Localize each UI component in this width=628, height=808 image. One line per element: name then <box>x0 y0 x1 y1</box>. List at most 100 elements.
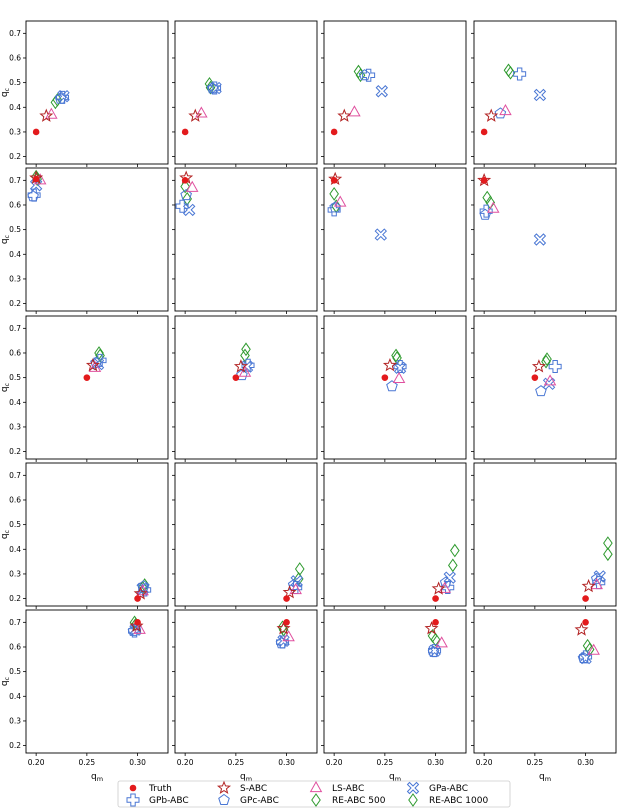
x-tick-label: 0.20 <box>326 758 343 767</box>
ls-point <box>185 180 199 192</box>
gpc-point <box>577 651 590 664</box>
truth-point <box>480 177 488 184</box>
gpb-point <box>362 68 376 82</box>
panel-frame <box>174 609 318 754</box>
gpc-point <box>358 69 371 81</box>
sabc-point <box>574 622 589 636</box>
ls-point <box>487 201 500 213</box>
sabc-point <box>188 108 203 122</box>
panel-frame <box>323 20 467 165</box>
gpa-point <box>182 203 196 217</box>
y-tick-label: 0.6 <box>9 54 21 63</box>
panel-frame <box>25 315 169 460</box>
sabc-point <box>337 108 352 122</box>
legend-entry-gpa: GPa-ABC <box>406 781 468 795</box>
x-tick-label: 0.20 <box>28 758 45 767</box>
re1000-point <box>505 65 516 80</box>
re500-point <box>391 348 401 363</box>
y-tick-label: 0.6 <box>9 349 21 358</box>
gpc-point <box>386 380 398 392</box>
gpc-point <box>535 385 547 397</box>
x-axis-label: qm <box>539 772 551 783</box>
y-tick-label: 0.5 <box>9 78 21 87</box>
gpc-point <box>27 190 39 202</box>
panel-frame <box>473 315 617 460</box>
gpc-point <box>329 201 341 213</box>
panel-r0-c1 <box>172 20 318 167</box>
x-tick-label: 0.30 <box>129 758 146 767</box>
truth-point <box>134 619 141 626</box>
y-tick-label: 0.7 <box>9 29 21 38</box>
sabc-point <box>233 359 248 373</box>
legend-entry-ls: LS-ABC <box>309 780 364 794</box>
legend-label: Truth <box>148 784 172 794</box>
x-tick-label: 0.20 <box>177 758 194 767</box>
panel-r0-c0: 0.2 0.3 0.4 0.5 0.6 0.7 qc <box>0 20 169 167</box>
y-axis-label: qc <box>0 87 11 97</box>
gpc-point <box>287 578 300 590</box>
gpb-point <box>479 204 493 218</box>
gpc-point <box>494 107 507 119</box>
y-tick-label: 0.3 <box>9 423 21 432</box>
legend-label: RE-ABC 500 <box>332 796 386 806</box>
panel-r4-c2: 0.20 0.25 0.30 qm <box>321 609 467 783</box>
truth-point <box>32 175 40 183</box>
gpa-point <box>393 361 407 374</box>
gpa-point <box>428 644 441 657</box>
ls-point <box>289 582 302 595</box>
ls-point <box>590 578 603 590</box>
panel-r1-c0: 0.2 0.3 0.4 0.5 0.6 0.7 qc <box>0 167 169 314</box>
truth-point <box>232 374 240 381</box>
truth-point <box>531 374 539 381</box>
sabc-point <box>382 357 397 372</box>
ls-point <box>238 365 252 377</box>
truth-point <box>283 619 290 626</box>
legend-label: GPb-ABC <box>149 796 189 806</box>
gpa-point <box>374 228 388 241</box>
truth-point <box>582 595 589 602</box>
sabc-point <box>484 108 499 122</box>
gpc-point <box>236 369 248 381</box>
y-tick-label: 0.5 <box>9 667 21 676</box>
ls-point <box>392 371 406 383</box>
x-tick-label: 0.25 <box>527 758 544 767</box>
re1000-point <box>430 632 441 647</box>
y-tick-label: 0.6 <box>9 643 21 652</box>
legend-marker-re1000 <box>408 793 418 807</box>
panel-r3-c3 <box>471 462 617 609</box>
y-tick-label: 0.3 <box>9 570 21 579</box>
panel-r3-c0: 0.2 0.3 0.4 0.5 0.6 0.7 qc <box>0 462 169 609</box>
y-tick-label: 0.2 <box>9 741 21 750</box>
truth-point <box>330 128 338 136</box>
re1000-point <box>205 80 216 95</box>
legend-marker-gpb <box>126 793 140 807</box>
legend-marker-re500 <box>311 793 321 807</box>
ls-point <box>195 106 208 118</box>
ls-point <box>88 360 102 372</box>
truth-point <box>432 595 439 602</box>
ls-point <box>282 630 295 642</box>
re1000-point <box>240 348 250 363</box>
gpb-point <box>56 90 70 104</box>
panel-frame <box>323 315 467 460</box>
gpc-point <box>54 92 67 104</box>
gpb-point <box>513 67 527 81</box>
legend-entry-re500: RE-ABC 500 <box>311 793 386 807</box>
sabc-point <box>424 621 439 635</box>
x-axis-label: qm <box>240 772 252 783</box>
y-tick-label: 0.2 <box>9 447 21 456</box>
y-axis-label: qc <box>0 529 11 539</box>
truth-point <box>480 128 488 136</box>
legend: Truth GPb-ABC S-ABC GPc-ABC LS-ABC RE-ABC 500… <box>117 780 511 808</box>
gpa-point <box>375 85 389 98</box>
re1000-point <box>541 354 551 369</box>
panel-r4-c1: 0.20 0.25 0.30 qm <box>172 609 318 783</box>
gpc-point <box>590 572 603 584</box>
sabc-point <box>129 618 144 632</box>
x-tick-label: 0.30 <box>278 758 295 767</box>
x-tick-label: 0.30 <box>577 758 594 767</box>
y-tick-label: 0.2 <box>9 594 21 603</box>
gpc-point <box>137 580 150 592</box>
sabc-point <box>39 108 54 122</box>
